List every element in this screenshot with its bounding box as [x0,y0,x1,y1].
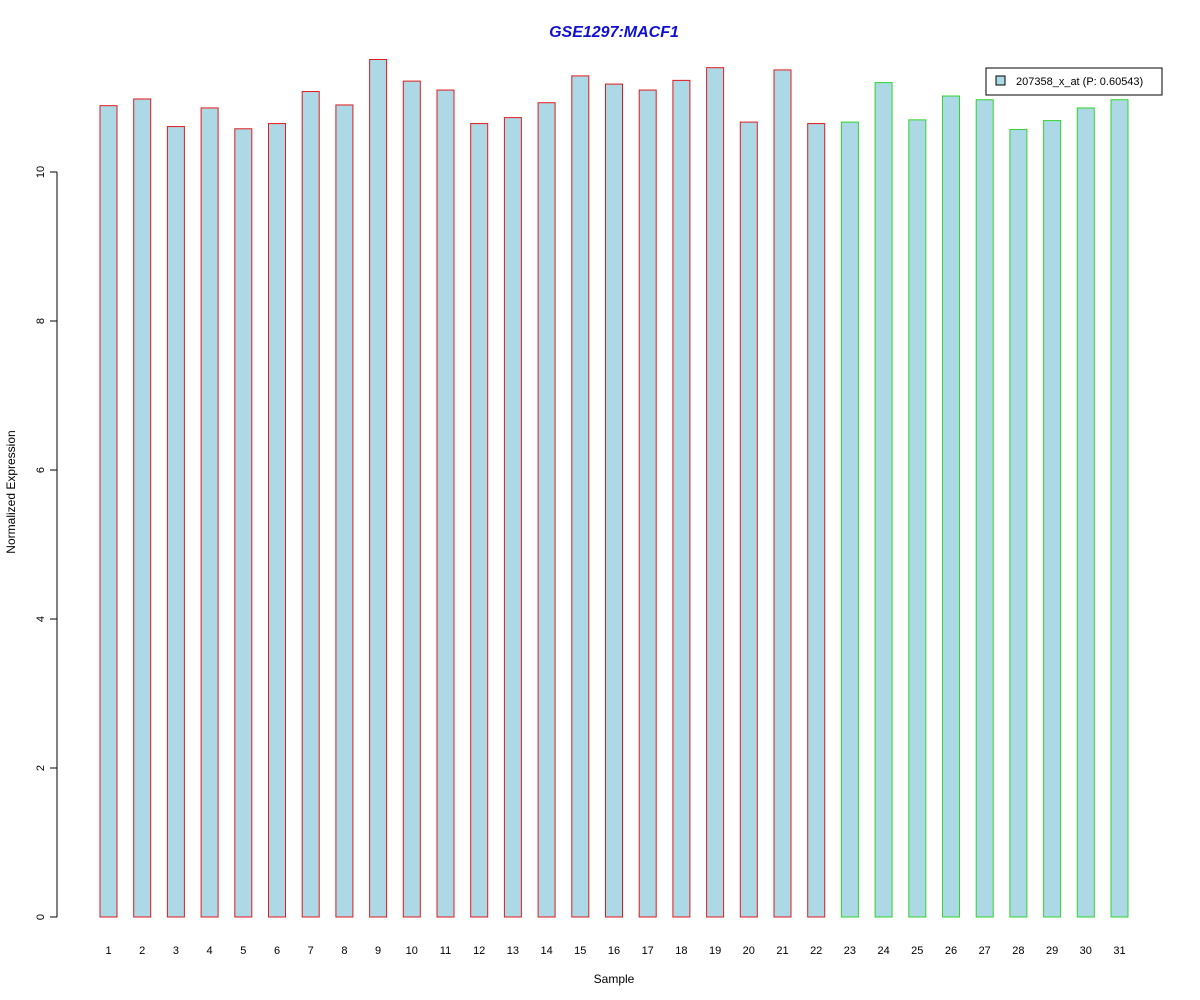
x-axis-tick-label: 24 [877,945,889,957]
bar-sample-6 [268,123,286,918]
bar-sample-18 [672,79,691,918]
legend: 207358_x_at (P: 0.60543) [985,67,1163,96]
bar-sample-23 [840,121,859,918]
bar-sample-8 [335,104,354,918]
x-axis-tick-label: 20 [743,945,755,957]
bar-sample-25 [908,119,927,918]
bar-sample-26 [942,95,960,918]
bar-sample-15 [571,75,590,918]
x-axis-tick-label: 29 [1046,945,1058,957]
x-axis-tick-label: 27 [979,945,991,957]
bar-sample-31 [1110,99,1129,918]
x-axis-tick-label: 26 [945,945,957,957]
bar-sample-7 [301,91,320,918]
x-axis-tick-label: 11 [440,945,451,957]
bars [99,59,1129,918]
x-axis-tick-label: 16 [608,945,620,957]
bar-sample-28 [1009,129,1028,918]
y-axis-tick-label: 2 [35,765,47,771]
x-axis-tick-label: 9 [375,945,381,957]
bar-sample-12 [470,123,489,918]
bar-sample-10 [402,80,421,918]
bar-sample-3 [166,126,185,918]
x-axis-tick-label: 18 [675,945,687,957]
bar-sample-16 [605,83,623,918]
x-axis-tick-label: 28 [1012,945,1024,957]
bar-sample-4 [200,107,219,918]
x-axis-tick-label: 8 [341,945,347,957]
legend-label: 207358_x_at (P: 0.60543) [1016,76,1143,88]
chart-title: GSE1297:MACF1 [549,24,679,41]
x-axis-tick-label: 25 [911,945,923,957]
x-axis-tick-label: 6 [274,945,280,957]
bar-sample-22 [807,123,826,918]
x-axis-tick-label: 14 [540,945,552,957]
bar-sample-9 [369,59,388,918]
x-axis-tick-label: 15 [574,945,586,957]
bar-sample-27 [975,99,994,918]
x-axis-tick-label: 10 [406,945,418,957]
y-axis-tick-label: 4 [35,616,47,622]
x-axis-tick-label: 2 [139,945,145,957]
x-axis-tick-label: 19 [709,945,721,957]
bar-sample-2 [133,98,152,918]
legend-swatch [995,75,1006,86]
x-axis-tick-label: 5 [240,945,246,957]
bar-sample-1 [99,105,118,918]
bar-sample-30 [1076,107,1095,918]
bar-sample-14 [537,102,556,918]
x-axis-tick-label: 7 [308,945,314,957]
x-axis-tick-label: 31 [1113,945,1125,957]
bar-sample-20 [739,121,758,918]
bar-sample-5 [234,128,253,918]
y-axis-tick-label: 6 [35,467,47,473]
x-axis-tick-label: 30 [1080,945,1092,957]
x-axis-tick-label: 4 [207,945,213,957]
bar-sample-29 [1043,120,1062,918]
x-axis-tick-label: 21 [776,945,788,957]
y-axis-tick-label: 10 [35,166,47,178]
x-axis-tick-label: 17 [642,945,654,957]
bar-sample-17 [638,89,657,918]
x-axis-tick-label: 1 [105,945,111,957]
x-axis-tick-label: 12 [473,945,485,957]
bar-sample-19 [706,67,725,918]
x-axis-tick-label: 3 [173,945,179,957]
y-axis-tick-label: 8 [35,318,47,324]
y-axis: 0 2 4 6 8 10 [35,166,58,920]
bar-sample-21 [773,69,792,918]
x-axis-tick-label: 22 [810,945,822,957]
x-axis-tick-label: 23 [844,945,856,957]
x-axis-label: Sample [594,972,635,986]
bar-sample-11 [436,89,455,918]
x-axis-tick-labels: 1 2 3 4 5 6 7 8 9 10 11 12 13 14 15 16 17 18 19 20 21 22 23 24 2… [105,945,1125,957]
bar-sample-13 [503,117,522,918]
y-axis-label: Normalized Expression [4,430,18,553]
x-axis-tick-label: 13 [507,945,519,957]
legend-box [985,67,1163,96]
bar-sample-24 [874,82,893,918]
y-axis-tick-label: 0 [35,914,47,920]
